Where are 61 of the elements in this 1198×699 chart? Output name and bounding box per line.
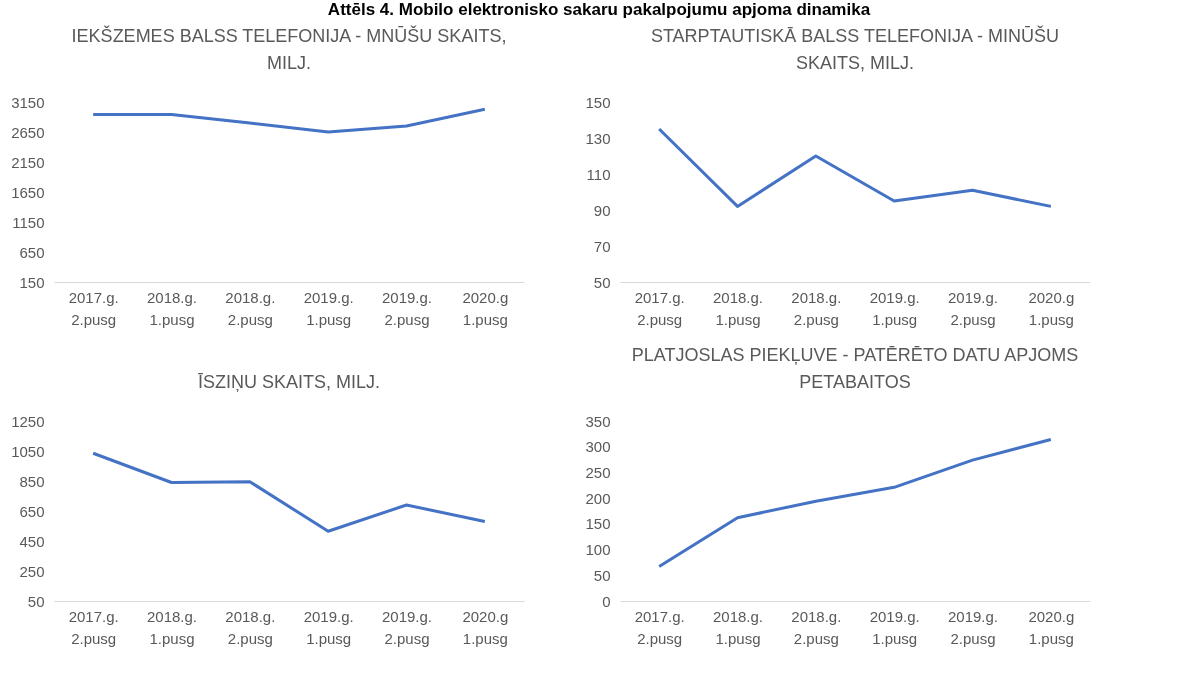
x-tick-label: 2019.g. 2.pusg xyxy=(947,288,999,328)
x-tick-label: 2019.g. 2.pusg xyxy=(381,288,433,328)
x-tick-label: 2018.g. 1.pusg xyxy=(146,607,198,647)
text: Attēls 4. Mobilo elektronisko sakaru pakalpojumu apjoma dinamika xyxy=(326,0,872,20)
y-tick-label: 200 xyxy=(585,489,611,507)
x-tick-label: 2018.g. 1.pusg xyxy=(712,288,764,328)
y-tick-label: 70 xyxy=(593,237,611,255)
y-tick-label: 150 xyxy=(19,273,45,291)
y-tick-label: 2650 xyxy=(11,123,45,141)
x-tick-label: 2017.g. 2.pusg xyxy=(68,288,119,328)
chart-title: STARPTAUTISKĀ BALSS TELEFONIJA - MINŪŠU SKAITS, MILJ. xyxy=(650,25,1060,73)
x-tick-label: 2020.g 1.pusg xyxy=(1028,607,1075,647)
x-tick-label: 2019.g. 2.pusg xyxy=(947,607,999,647)
x-tick-label: 2020.g 1.pusg xyxy=(1028,288,1075,328)
chart-title: IEKŠZEMES BALSS TELEFONIJA - MNŪŠU SKAITS, MILJ. xyxy=(71,25,507,73)
y-tick-label: 350 xyxy=(585,412,611,430)
x-tick-label: 2019.g. 2.pusg xyxy=(381,607,433,647)
chart-title: ĪSZIŅU SKAITS, MILJ. xyxy=(197,372,381,392)
x-tick-label: 2018.g. 2.pusg xyxy=(791,607,842,647)
y-tick-label: 300 xyxy=(585,438,611,456)
x-tick-label: 2017.g. 2.pusg xyxy=(68,607,119,647)
x-tick-label: 2018.g. 2.pusg xyxy=(225,607,276,647)
y-tick-label: 1650 xyxy=(11,183,45,201)
x-tick-label: 2017.g. 2.pusg xyxy=(634,288,685,328)
y-tick-label: 250 xyxy=(585,463,611,481)
y-tick-label: 50 xyxy=(593,566,611,584)
line-series xyxy=(657,438,1053,569)
y-tick-label: 1050 xyxy=(11,442,45,460)
x-tick-label: 2020.g 1.pusg xyxy=(462,288,509,328)
y-tick-label: 250 xyxy=(19,562,45,580)
y-tick-label: 130 xyxy=(585,129,611,147)
y-tick-label: 100 xyxy=(585,541,611,559)
x-tick-label: 2020.g 1.pusg xyxy=(462,607,509,647)
y-tick-label: 2150 xyxy=(11,153,45,171)
x-tick-label: 2019.g. 1.pusg xyxy=(869,607,920,647)
x-tick-label: 2017.g. 2.pusg xyxy=(634,607,685,647)
y-tick-label: 150 xyxy=(585,93,611,111)
y-tick-label: 0 xyxy=(602,592,611,610)
y-tick-label: 90 xyxy=(593,201,611,219)
y-tick-label: 150 xyxy=(585,515,611,533)
chart-title: PLATJOSLAS PIEKĻUVE - PATĒRĒTO DATU APJOMS PETABAITOS xyxy=(631,345,1079,392)
line-series xyxy=(657,127,1053,208)
y-tick-label: 110 xyxy=(586,165,611,183)
y-tick-label: 1250 xyxy=(11,412,45,430)
x-tick-label: 2019.g. 1.pusg xyxy=(869,288,920,328)
y-tick-label: 650 xyxy=(19,243,45,261)
y-tick-label: 650 xyxy=(19,502,45,520)
x-tick-label: 2019.g. 1.pusg xyxy=(303,607,354,647)
y-tick-label: 3150 xyxy=(11,93,45,111)
y-tick-label: 450 xyxy=(19,532,45,550)
y-tick-label: 50 xyxy=(27,592,45,610)
line-series xyxy=(91,107,487,134)
x-tick-label: 2018.g. 1.pusg xyxy=(712,607,764,647)
y-tick-label: 1150 xyxy=(12,213,45,231)
x-tick-label: 2018.g. 1.pusg xyxy=(146,288,198,328)
y-tick-label: 850 xyxy=(19,472,45,490)
line-series xyxy=(91,451,487,533)
x-tick-label: 2018.g. 2.pusg xyxy=(225,288,276,328)
x-tick-label: 2019.g. 1.pusg xyxy=(303,288,354,328)
x-tick-label: 2018.g. 2.pusg xyxy=(791,288,842,328)
y-tick-label: 50 xyxy=(593,273,611,291)
